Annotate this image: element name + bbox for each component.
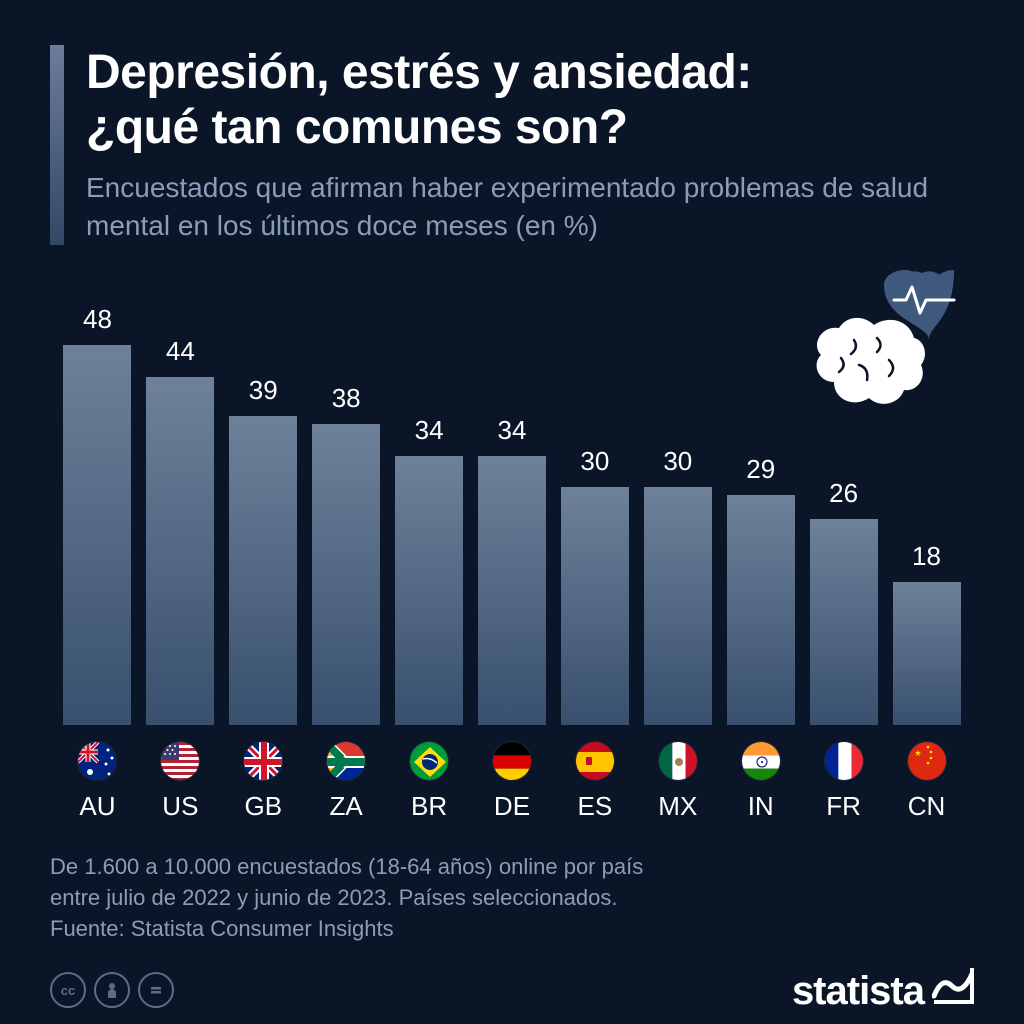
bar (478, 456, 546, 725)
bar (146, 377, 214, 725)
bar-column: 44 (143, 336, 218, 725)
flag-icon (243, 741, 283, 781)
bar-column: 38 (309, 383, 384, 725)
flag-icon (907, 741, 947, 781)
bar-column: 34 (392, 415, 467, 725)
flag-icon (575, 741, 615, 781)
title-line-1: Depresión, estrés y ansiedad: (86, 46, 752, 99)
flag-icon (824, 741, 864, 781)
bars-row: 48 44 39 38 34 34 30 30 29 26 18 (50, 305, 974, 725)
x-axis-label: IN (723, 741, 798, 822)
svg-text:cc: cc (61, 983, 75, 998)
bar-column: 39 (226, 375, 301, 725)
x-axis-label: CN (889, 741, 964, 822)
bar-value-label: 30 (580, 446, 609, 477)
country-code: FR (826, 791, 861, 822)
bar (395, 456, 463, 725)
footnote: De 1.600 a 10.000 encuestados (18-64 año… (50, 852, 974, 944)
x-axis-label: MX (640, 741, 715, 822)
bar-value-label: 34 (415, 415, 444, 446)
chart-area: 48 44 39 38 34 34 30 30 29 26 18 AU US GB ZA BR DE ES MX I… (50, 305, 974, 822)
bar (810, 519, 878, 725)
x-axis-label: GB (226, 741, 301, 822)
flag-icon (409, 741, 449, 781)
cc-icon: cc (50, 972, 86, 1008)
title-block: Depresión, estrés y ansiedad: ¿qué tan c… (86, 45, 974, 245)
footnote-line-1: De 1.600 a 10.000 encuestados (18-64 año… (50, 854, 643, 879)
country-code: ES (578, 791, 613, 822)
title-line-2: ¿qué tan comunes son? (86, 101, 628, 154)
flag-icon (160, 741, 200, 781)
x-axis-label: US (143, 741, 218, 822)
country-code: IN (748, 791, 774, 822)
bar-value-label: 48 (83, 304, 112, 335)
bar-value-label: 39 (249, 375, 278, 406)
bar-column: 30 (640, 446, 715, 725)
bottom-bar: cc statista (50, 966, 974, 1014)
bar-value-label: 18 (912, 541, 941, 572)
chart-container: Depresión, estrés y ansiedad: ¿qué tan c… (0, 0, 1024, 1024)
brand-wave-icon (932, 966, 974, 1004)
bar-value-label: 30 (663, 446, 692, 477)
country-code: MX (658, 791, 697, 822)
bar (63, 345, 131, 725)
x-axis-label: ZA (309, 741, 384, 822)
x-axis-label: BR (392, 741, 467, 822)
x-axis-label: ES (557, 741, 632, 822)
bar-value-label: 34 (498, 415, 527, 446)
country-code: AU (79, 791, 115, 822)
bar-column: 18 (889, 541, 964, 725)
bar (727, 495, 795, 725)
country-code: DE (494, 791, 530, 822)
country-code: US (162, 791, 198, 822)
brand-logo: statista (792, 966, 974, 1014)
country-code: ZA (330, 791, 363, 822)
bar (229, 416, 297, 725)
bar-column: 30 (557, 446, 632, 725)
by-icon (94, 972, 130, 1008)
country-code: BR (411, 791, 447, 822)
country-code: GB (244, 791, 282, 822)
bar-value-label: 38 (332, 383, 361, 414)
bar (561, 487, 629, 725)
bar-column: 34 (475, 415, 550, 725)
bar-value-label: 29 (746, 454, 775, 485)
x-axis-label: DE (475, 741, 550, 822)
chart-title: Depresión, estrés y ansiedad: ¿qué tan c… (86, 45, 974, 155)
bar (644, 487, 712, 725)
footnote-line-2: entre julio de 2022 y junio de 2023. Paí… (50, 885, 618, 910)
bar-value-label: 44 (166, 336, 195, 367)
bar-column: 48 (60, 304, 135, 725)
flag-icon (326, 741, 366, 781)
flag-icon (741, 741, 781, 781)
bar (312, 424, 380, 725)
brand-name: statista (792, 969, 924, 1014)
flag-icon (77, 741, 117, 781)
flag-icon (658, 741, 698, 781)
bar (893, 582, 961, 725)
license-badges: cc (50, 972, 174, 1008)
footnote-line-3: Fuente: Statista Consumer Insights (50, 916, 394, 941)
x-axis-label: FR (806, 741, 881, 822)
bar-value-label: 26 (829, 478, 858, 509)
bar-column: 29 (723, 454, 798, 725)
x-axis-label: AU (60, 741, 135, 822)
nd-icon (138, 972, 174, 1008)
x-axis-labels: AU US GB ZA BR DE ES MX IN FR CN (50, 741, 974, 822)
title-accent-bar (50, 45, 64, 245)
chart-subtitle: Encuestados que afirman haber experiment… (86, 169, 974, 245)
flag-icon (492, 741, 532, 781)
bar-column: 26 (806, 478, 881, 725)
header: Depresión, estrés y ansiedad: ¿qué tan c… (50, 45, 974, 245)
country-code: CN (908, 791, 946, 822)
